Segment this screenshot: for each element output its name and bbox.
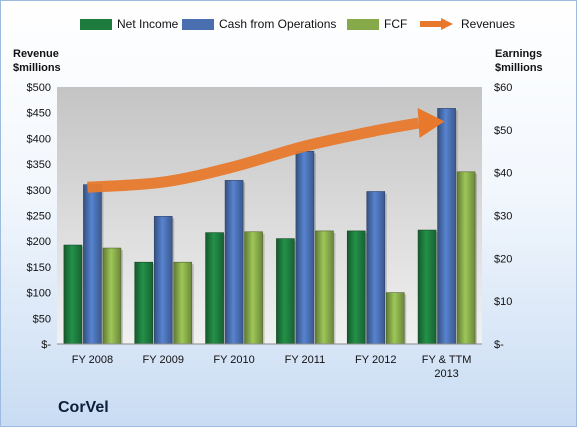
bar-cash-from-operations <box>83 185 101 344</box>
bar-net-income <box>418 230 436 344</box>
bar-net-income <box>206 233 224 344</box>
bar-fcf <box>457 172 475 344</box>
bar-cash-from-operations <box>367 192 385 344</box>
left-axis-tick-label: $200 <box>27 236 51 248</box>
x-axis-tick-label: FY 2010 <box>213 354 254 366</box>
left-axis-tick-label: $400 <box>27 133 51 145</box>
left-axis-tick-label: $300 <box>27 185 51 197</box>
right-axis-tick-label: $50 <box>494 125 512 137</box>
x-axis-tick-label: FY 2009 <box>143 354 184 366</box>
bar-fcf <box>386 293 404 344</box>
x-axis-tick-label: FY 2008 <box>72 354 113 366</box>
bar-cash-from-operations <box>154 216 172 344</box>
x-axis-tick-label: FY 2012 <box>355 354 396 366</box>
left-axis-tick-label: $350 <box>27 159 51 171</box>
bar-net-income <box>276 239 294 344</box>
right-axis-tick-label: $10 <box>494 296 512 308</box>
left-axis-tick-label: $250 <box>27 211 51 223</box>
right-axis-tick-label: $60 <box>494 82 512 94</box>
right-axis-tick-label: $20 <box>494 253 512 265</box>
left-axis-tick-label: $450 <box>27 108 51 120</box>
bar-cash-from-operations <box>296 151 314 344</box>
bar-fcf <box>245 232 263 344</box>
bar-net-income <box>64 245 82 344</box>
bar-fcf <box>103 248 121 344</box>
right-axis-tick-label: $30 <box>494 211 512 223</box>
left-axis-tick-label: $50 <box>33 313 51 325</box>
right-axis-tick-label: $40 <box>494 168 512 180</box>
bar-cash-from-operations <box>438 108 456 344</box>
left-axis-tick-label: $100 <box>27 288 51 300</box>
left-axis-tick-label: $500 <box>27 82 51 94</box>
bar-net-income <box>347 231 365 344</box>
x-axis-tick-label: FY 2011 <box>285 354 326 366</box>
bar-fcf <box>174 262 192 344</box>
company-name: CorVel <box>58 399 109 417</box>
bar-cash-from-operations <box>225 180 243 344</box>
left-axis-tick-label: $150 <box>27 262 51 274</box>
bar-fcf <box>315 231 333 344</box>
left-axis-tick-label: $- <box>41 339 51 351</box>
right-axis-tick-label: $- <box>494 339 504 351</box>
bar-net-income <box>135 262 153 344</box>
